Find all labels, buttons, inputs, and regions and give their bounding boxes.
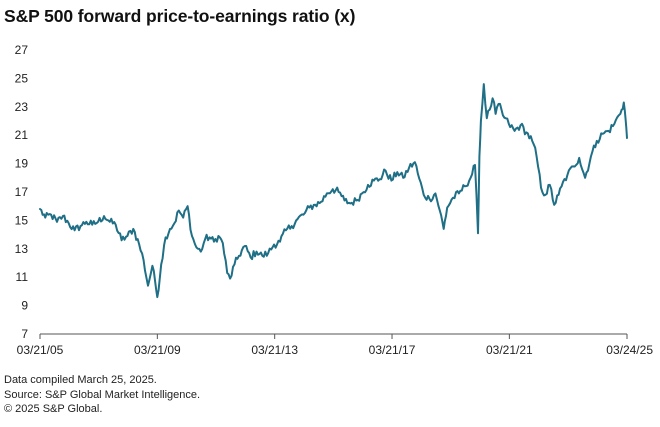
series-layer — [39, 83, 628, 299]
x-tick-label: 03/21/13 — [251, 343, 298, 357]
y-tick-label: 17 — [15, 185, 29, 199]
y-tick-label: 25 — [15, 71, 29, 85]
y-tick-label: 15 — [15, 213, 29, 227]
x-tick-label: 03/21/21 — [486, 343, 533, 357]
x-axis-ticks: 03/21/05 03/21/09 03/21/13 03/21/17 03/21/21… — [17, 334, 653, 357]
y-tick-label: 9 — [21, 299, 28, 313]
note-copyright: © 2025 S&P Global. — [4, 403, 103, 415]
x-tick-label: 03/24/25 — [606, 343, 653, 357]
y-tick-label: 11 — [16, 270, 29, 284]
y-tick-label: 21 — [15, 128, 29, 142]
series-line-forward-pe — [39, 83, 628, 299]
y-tick-label: 7 — [21, 327, 28, 341]
y-tick-label: 23 — [15, 100, 29, 114]
chart-title: S&P 500 forward price-to-earnings ratio … — [4, 6, 356, 26]
x-tick-label: 03/21/05 — [17, 343, 64, 357]
y-tick-label: 13 — [15, 242, 29, 256]
chart-notes: Data compiled March 25, 2025. Source: S&… — [4, 373, 200, 417]
note-source: Source: S&P Global Market Intelligence. — [4, 388, 201, 401]
x-tick-label: 03/21/09 — [134, 343, 181, 357]
y-axis-ticks: 7 9 11 13 15 17 19 21 23 25 27 — [15, 43, 29, 341]
note-data-compiled: Data compiled March 25, 2025. — [4, 374, 157, 386]
y-tick-label: 19 — [15, 157, 29, 171]
y-tick-label: 27 — [15, 43, 29, 57]
x-tick-label: 03/21/17 — [369, 343, 416, 357]
